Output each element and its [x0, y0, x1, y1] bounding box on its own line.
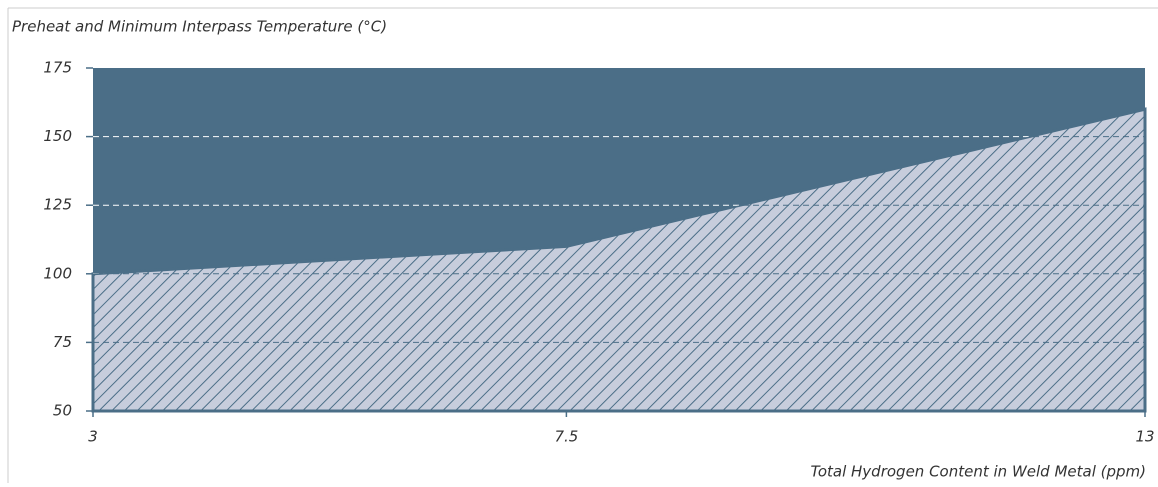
y-tick-label: 50 — [53, 402, 72, 420]
upper-area — [93, 68, 1145, 274]
x-tick-label: 7.5 — [554, 428, 578, 446]
y-tick-label: 100 — [43, 264, 72, 282]
y-tick-label: 125 — [43, 196, 72, 214]
x-axis-label: Total Hydrogen Content in Weld Metal (pp… — [811, 463, 1146, 481]
area — [91, 107, 1147, 413]
x-tick-label: 13 — [1135, 428, 1154, 446]
y-tick-label: 175 — [43, 59, 72, 77]
x-tick-label: 3 — [88, 428, 98, 446]
y-tick-label: 75 — [53, 333, 72, 351]
y-tick-label: 150 — [43, 127, 72, 145]
chart-title: Preheat and Minimum Interpass Temperatur… — [12, 18, 387, 36]
